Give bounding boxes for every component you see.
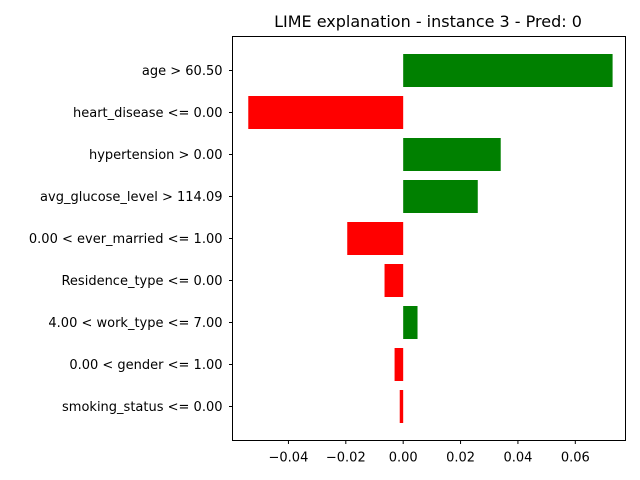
x-tick-label-5: 0.06 [561, 451, 590, 466]
bar-1 [248, 96, 404, 129]
bar-5 [384, 264, 404, 297]
y-tick-label-0: age > 60.50 [142, 64, 223, 79]
x-tick-label-0: −0.04 [269, 451, 309, 466]
x-ticks-group: −0.04 −0.02 0.00 0.02 0.04 0.06 [269, 440, 590, 466]
bar-0 [403, 54, 613, 87]
y-tick-label-8: smoking_status <= 0.00 [62, 400, 222, 415]
y-tick-label-6: 4.00 < work_type <= 7.00 [48, 316, 222, 331]
bar-4 [347, 222, 404, 255]
x-tick-label-3: 0.02 [446, 451, 475, 466]
y-tick-label-5: Residence_type <= 0.00 [61, 274, 222, 289]
y-tick-label-4: 0.00 < ever_married <= 1.00 [29, 232, 223, 247]
y-tick-label-1: heart_disease <= 0.00 [73, 106, 223, 121]
y-ticks-group: age > 60.50 heart_disease <= 0.00 hyperten… [29, 64, 233, 415]
bars-group [248, 54, 613, 423]
x-tick-label-2: 0.00 [389, 451, 418, 466]
plot-area-frame [232, 36, 626, 441]
bar-6 [403, 306, 418, 339]
chart-title: LIME explanation - instance 3 - Pred: 0 [274, 12, 582, 31]
bar-8 [399, 390, 404, 423]
bar-3 [403, 180, 478, 213]
x-tick-label-1: −0.02 [326, 451, 366, 466]
y-tick-label-3: avg_glucose_level > 114.09 [40, 190, 222, 205]
bar-2 [403, 138, 501, 171]
y-tick-label-7: 0.00 < gender <= 1.00 [69, 358, 222, 373]
x-tick-label-4: 0.04 [503, 451, 532, 466]
bar-7 [394, 348, 404, 381]
y-tick-label-2: hypertension > 0.00 [89, 148, 223, 163]
